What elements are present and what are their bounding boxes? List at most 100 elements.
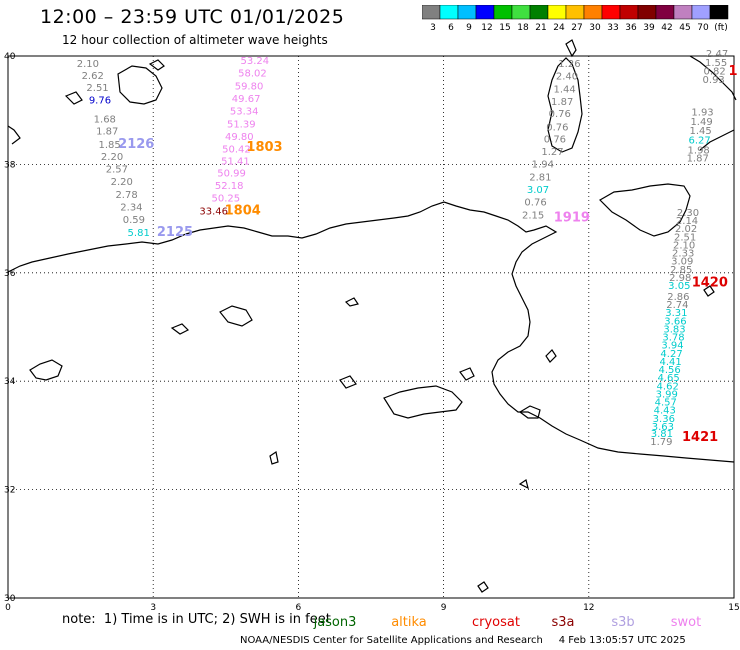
wave-height-label: 6.27 [689, 135, 711, 146]
wave-height-label: 4.57 [655, 398, 677, 409]
wave-height-label: 2.47 [706, 49, 728, 60]
track-time-label: 1 [729, 64, 738, 79]
wave-height-label: 1.87 [551, 97, 573, 108]
small-island-a [170, 323, 190, 335]
legend-entry-s3b: s3b [611, 615, 634, 630]
wave-height-label: 3.78 [662, 333, 684, 344]
x-tick-label: 6 [296, 603, 302, 613]
coastline [7, 39, 737, 593]
color-scale-label: 70 [697, 23, 709, 33]
x-tick-label: 9 [441, 603, 447, 613]
legend-entry-swot: swot [671, 615, 701, 630]
color-scale-label: 15 [499, 23, 510, 33]
malta-island [703, 285, 715, 297]
wave-height-label: 2.40 [556, 71, 578, 82]
wave-height-label: 51.39 [227, 120, 256, 131]
color-scale-label: 24 [553, 23, 565, 33]
color-scale-label: 6 [448, 23, 454, 33]
wave-height-label: 50.25 [211, 193, 240, 204]
x-tick-label: 3 [150, 603, 156, 613]
wave-height-label: 58.02 [238, 69, 267, 80]
wave-height-label: 4.41 [659, 357, 681, 368]
italy-coastline [689, 55, 737, 151]
y-tick-label: 30 [4, 594, 16, 604]
color-scale-label: 33 [607, 23, 618, 33]
wave-height-label: 0.76 [546, 122, 568, 133]
color-scale-label: 9 [466, 23, 472, 33]
x-tick-label: 15 [728, 603, 739, 613]
small-island-g [269, 451, 279, 465]
wave-height-label: 53.34 [230, 107, 259, 118]
wave-height-label: 2.57 [106, 165, 128, 176]
sardinia-island [547, 57, 583, 153]
legend-entry-cryosat: cryosat [472, 615, 520, 630]
wave-height-label: 2.74 [666, 300, 688, 311]
wave-height-label: 4.27 [660, 349, 682, 360]
wave-height-label: 2.62 [82, 71, 104, 82]
wave-height-label: 3.07 [527, 185, 549, 196]
wave-height-label: 2.86 [667, 292, 689, 303]
small-island-d [344, 297, 359, 307]
wave-height-label: 5.81 [128, 228, 150, 239]
color-scale-label: 12 [481, 23, 492, 33]
small-island-b [219, 305, 253, 327]
color-scale-label: 45 [679, 23, 690, 33]
wave-height-label: 1.26 [558, 59, 580, 70]
wave-height-label: 49.80 [225, 132, 254, 143]
wave-height-label: 2.10 [673, 240, 695, 251]
wave-height-label: 50.99 [217, 168, 246, 179]
credit-text: NOAA/NESDIS Center for Satellite Applica… [240, 635, 686, 646]
color-scale-label: 3 [430, 23, 436, 33]
wave-height-label: 49.67 [232, 94, 261, 105]
satellite-track-labels: 2126 2125 1803 1804 1919 1420 1421 1 [118, 64, 737, 445]
wave-height-label: 2.30 [677, 208, 699, 219]
wave-height-label: 2.15 [522, 211, 544, 222]
wave-height-label: 4.62 [657, 381, 679, 392]
lat-lon-grid [7, 55, 735, 599]
wave-height-label: 3.09 [671, 257, 693, 268]
wave-height-label: 2.78 [115, 190, 137, 201]
wave-height-label: 2.34 [120, 202, 142, 213]
color-scale-label: 18 [517, 23, 529, 33]
track-time-label: 1919 [554, 210, 590, 225]
wave-height-label: 3.05 [668, 281, 690, 292]
color-scale-label: 39 [643, 23, 655, 33]
color-scale-label: 42 [661, 23, 672, 33]
small-island-e [459, 367, 475, 381]
wave-height-label: 0.76 [524, 198, 546, 209]
wave-height-label: 1.79 [650, 437, 672, 448]
spain-coastline [7, 125, 21, 145]
wave-height-label: 3.94 [661, 341, 683, 352]
wave-height-label: 53.24 [241, 56, 270, 67]
x-tick-label: 12 [583, 603, 594, 613]
north-africa-coastline [7, 201, 735, 463]
map-title: 12:00 – 23:59 UTC 01/01/2025 [40, 6, 345, 28]
wave-height-label: 1.87 [687, 154, 709, 165]
wave-height-label: 0.76 [549, 109, 571, 120]
satellite-legend: jason3 altika cryosat s3a s3b swot [313, 615, 702, 630]
color-scale-label: 36 [625, 23, 637, 33]
wave-height-label: 3.36 [653, 414, 675, 425]
southern-island-group [29, 359, 63, 381]
wave-height-label: 2.81 [529, 173, 551, 184]
wave-height-label: 0.93 [703, 75, 725, 86]
wave-height-label: 1.27 [541, 147, 563, 158]
small-island-c [339, 375, 357, 389]
wave-height-label: 2.14 [676, 216, 698, 227]
track-time-label: 2125 [157, 225, 193, 240]
wave-height-label: 2.85 [670, 265, 692, 276]
small-island-h [518, 479, 529, 490]
small-island-f [477, 581, 489, 593]
color-scale-label: 30 [589, 23, 601, 33]
wave-height-label: 33.46 [199, 206, 228, 217]
wave-height-label: 4.56 [658, 365, 680, 376]
wave-height-label: 51.41 [221, 156, 250, 167]
wave-height-label: 59.80 [235, 82, 264, 93]
color-scale-label: 21 [535, 23, 546, 33]
wave-height-label: 2.10 [77, 59, 99, 70]
wave-height-label: 2.33 [672, 249, 694, 260]
color-scale-label: (ft) [714, 23, 728, 33]
note-text: note: 1) Time is in UTC; 2) SWH is in fe… [62, 612, 331, 627]
